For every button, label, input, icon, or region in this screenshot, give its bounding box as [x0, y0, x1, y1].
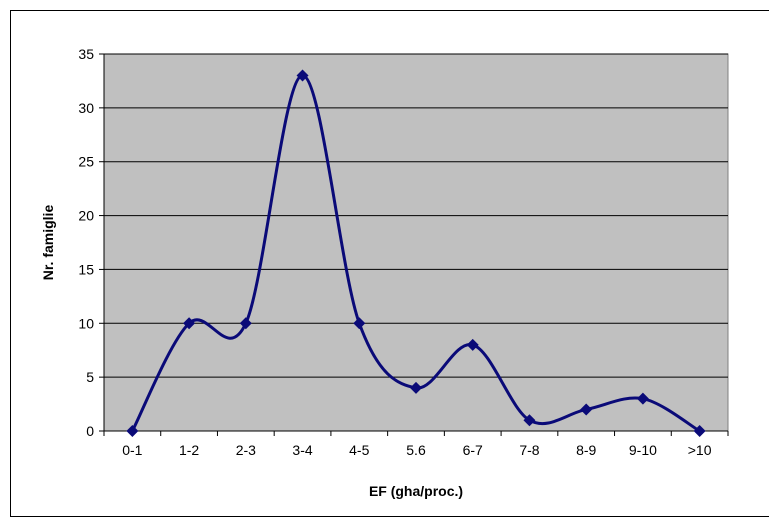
data-point-7-8 — [523, 414, 536, 427]
x-tick-label: 1-2 — [179, 442, 199, 458]
data-point-1-2 — [183, 317, 196, 330]
x-tick-label: >10 — [688, 442, 712, 458]
x-tick-label: 8-9 — [576, 442, 596, 458]
x-tick-label: 0-1 — [122, 442, 142, 458]
x-tick-label: 5.6 — [406, 442, 426, 458]
x-tick-label: 3-4 — [292, 442, 312, 458]
y-tick-label: 5 — [86, 369, 94, 385]
y-tick-label: 25 — [78, 154, 94, 170]
data-markers — [126, 69, 706, 437]
y-tick-label: 15 — [78, 261, 94, 277]
x-tick-label: 4-5 — [349, 442, 369, 458]
axes — [103, 54, 728, 432]
x-tick-label: 9-10 — [629, 442, 657, 458]
data-point-8-9 — [580, 403, 593, 416]
y-tick-labels: 0 5 10 15 20 25 30 35 — [78, 46, 104, 439]
data-point-9-10 — [636, 392, 649, 405]
y-tick-label: 0 — [86, 423, 94, 439]
y-tick-label: 10 — [78, 315, 94, 331]
y-tick-label: 20 — [78, 208, 94, 224]
x-tick-label: 7-8 — [519, 442, 539, 458]
x-tick-label: 6-7 — [463, 442, 483, 458]
data-point-5.6 — [410, 381, 422, 394]
data-point-6-7 — [466, 338, 479, 351]
data-point-2-3 — [239, 317, 252, 330]
x-tick-label: 2-3 — [236, 442, 256, 458]
y-tick-label: 30 — [78, 100, 94, 116]
plot-area — [103, 53, 729, 432]
data-point-0-1 — [126, 425, 139, 437]
x-axis-title: EF (gha/proc.) — [369, 483, 463, 499]
x-tick-labels: 0-1 1-2 2-3 3-4 4-5 5.6 6-7 7-8 8-9 9-10 >10 — [103, 431, 729, 458]
y-axis-title: Nr. famiglie — [40, 205, 56, 281]
data-point-4-5 — [353, 317, 366, 330]
data-point->10 — [693, 425, 706, 437]
y-tick-label: 35 — [78, 46, 94, 62]
data-point-3-4 — [296, 69, 309, 82]
